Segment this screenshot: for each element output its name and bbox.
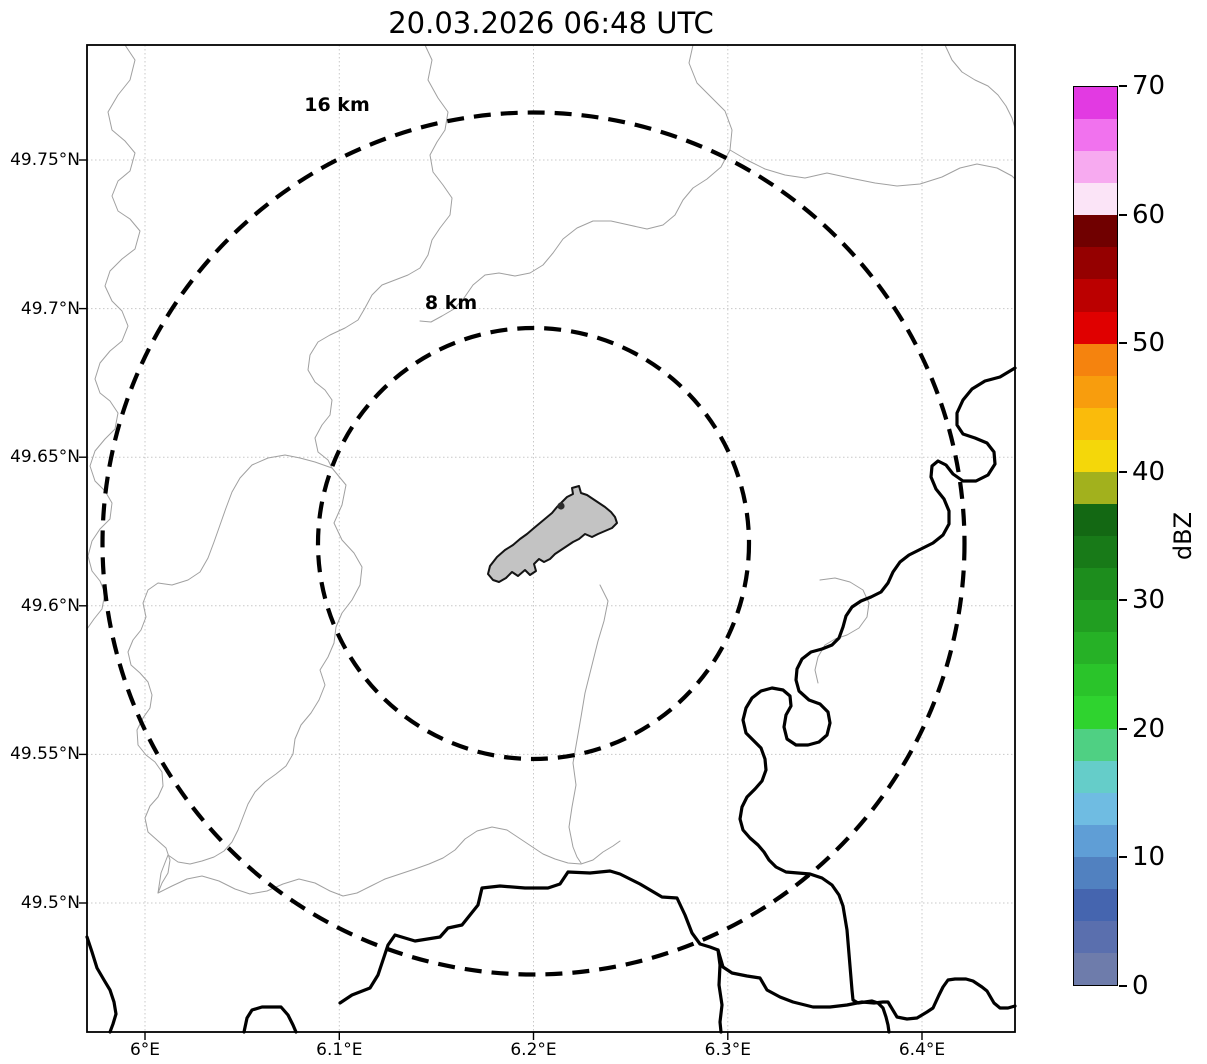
colorbar-segment [1074, 439, 1117, 472]
range-ring-label-8km: 8 km [424, 292, 478, 314]
x-axis-tick-label: 6.4°E [898, 1040, 946, 1060]
range-ring-label-16km: 16 km [304, 94, 370, 116]
colorbar-tick-mark [1119, 727, 1127, 730]
country-border-line [738, 366, 1017, 1034]
admin-boundary-line [729, 149, 1016, 187]
colorbar-segment [1074, 311, 1117, 344]
admin-boundary-line [944, 44, 1016, 129]
colorbar-axis-label: dBZ [1169, 511, 1197, 561]
colorbar-segment [1074, 888, 1117, 922]
admin-boundary-line [157, 467, 363, 894]
admin-boundary-line [86, 44, 141, 630]
admin-boundary-line [157, 826, 621, 897]
colorbar-segment [1074, 375, 1117, 408]
colorbar-segment [1074, 632, 1117, 665]
colorbar-segment [1074, 600, 1117, 633]
admin-boundary-line [307, 44, 453, 469]
colorbar-segment [1074, 728, 1117, 761]
colorbar-tick-mark [1119, 85, 1127, 87]
colorbar-tick-label: 0 [1132, 971, 1149, 1001]
colorbar-segment [1074, 407, 1117, 440]
colorbar-segment [1074, 664, 1117, 697]
colorbar-tick-label: 40 [1132, 456, 1166, 487]
colorbar-tick-label: 60 [1132, 199, 1166, 230]
colorbar-segment [1074, 856, 1117, 889]
colorbar-segment [1074, 536, 1117, 569]
colorbar-segment [1074, 696, 1117, 729]
admin-boundary-line [127, 454, 333, 894]
colorbar-segment [1074, 343, 1117, 376]
range-ring-8km [315, 325, 752, 762]
colorbar-segment [1074, 953, 1117, 986]
colorbar-tick-mark [1119, 213, 1127, 216]
colorbar-segment [1074, 760, 1117, 793]
colorbar-segment [1074, 568, 1117, 601]
country-border-line [242, 1005, 298, 1034]
colorbar-segment [1074, 151, 1117, 184]
radar-site-dot [557, 502, 565, 510]
colorbar-segment [1074, 215, 1117, 248]
range-ring-16km [100, 110, 967, 977]
x-axis-tick-label: 6°E [129, 1040, 161, 1060]
colorbar-segment [1074, 119, 1117, 152]
country-border-line [85, 935, 118, 1034]
x-axis-tick-label: 6.2°E [510, 1040, 557, 1060]
colorbar-tick-mark [1119, 470, 1127, 473]
colorbar-segment [1074, 471, 1117, 505]
y-axis-tick-label: 49.5°N [20, 893, 80, 913]
admin-boundary-line [568, 584, 609, 864]
colorbar-tick-mark [1119, 985, 1127, 987]
country-border-line [716, 948, 724, 1034]
y-axis-tick-label: 49.65°N [10, 447, 80, 468]
colorbar-tick-label: 70 [1132, 71, 1166, 101]
map-canvas [79, 44, 1017, 1040]
colorbar-tick-label: 30 [1132, 585, 1166, 616]
colorbar-tick-label: 50 [1132, 328, 1166, 359]
map-frame [86, 44, 1016, 1033]
y-axis-tick-label: 49.6°N [20, 595, 80, 616]
x-axis-tick-label: 6.1°E [316, 1040, 363, 1060]
colorbar-segment [1074, 247, 1117, 280]
y-axis-tick-label: 49.75°N [10, 150, 80, 170]
colorbar-segment [1074, 183, 1117, 216]
colorbar [1073, 86, 1118, 986]
colorbar-segment [1074, 279, 1117, 312]
colorbar-segment [1074, 792, 1117, 825]
colorbar-tick-label: 10 [1132, 842, 1166, 873]
colorbar-segment [1074, 504, 1117, 537]
y-axis-tick-label: 49.55°N [10, 744, 80, 765]
colorbar-segment [1074, 921, 1117, 954]
y-axis-tick-label: 49.7°N [20, 298, 80, 319]
colorbar-tick-mark [1119, 342, 1127, 345]
plot-title: 20.03.2026 06:48 UTC [388, 6, 714, 40]
colorbar-tick-mark [1119, 599, 1127, 602]
colorbar-tick-label: 20 [1132, 713, 1166, 744]
x-axis-tick-label: 6.3°E [704, 1040, 751, 1060]
colorbar-segment [1074, 824, 1117, 857]
country-border-line [338, 869, 1017, 1021]
colorbar-segment [1074, 87, 1117, 120]
admin-boundary-line [419, 44, 733, 323]
admin-boundary-line [814, 577, 870, 684]
airport-outline [487, 485, 618, 583]
colorbar-tick-mark [1119, 856, 1127, 859]
